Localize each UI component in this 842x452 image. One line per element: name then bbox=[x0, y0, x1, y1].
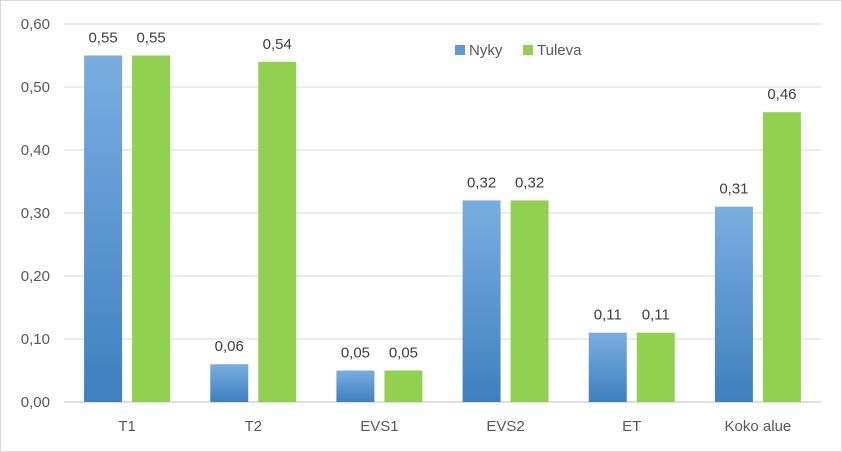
legend-swatch-tuleva bbox=[523, 45, 533, 55]
data-label: 0,31 bbox=[719, 181, 748, 198]
bars bbox=[84, 55, 801, 403]
bar-tuleva-et bbox=[636, 332, 675, 402]
x-axis: T1 T2 EVS1 EVS2 ET Koko alue bbox=[118, 418, 791, 435]
data-label: 0,05 bbox=[341, 345, 370, 362]
x-tick-label: EVS1 bbox=[360, 418, 398, 435]
x-tick-label: T1 bbox=[118, 418, 136, 435]
bar-nyky-koko-alue bbox=[714, 206, 753, 402]
data-label: 0,11 bbox=[594, 307, 622, 324]
x-tick-label: Koko alue bbox=[725, 418, 792, 435]
y-tick-label: 0,40 bbox=[21, 142, 50, 159]
data-labels: 0,55 0,55 0,06 0,54 0,05 0,05 0,32 0,32 0,11 0,11… bbox=[88, 30, 796, 362]
y-tick-label: 0,10 bbox=[21, 331, 50, 348]
data-label: 0,05 bbox=[389, 345, 418, 362]
bar-nyky-t2 bbox=[210, 364, 249, 402]
data-label: 0,06 bbox=[215, 338, 244, 355]
y-axis: 0,00 0,10 0,20 0,30 0,40 0,50 0,60 bbox=[21, 16, 50, 411]
x-tick-label: EVS2 bbox=[486, 418, 524, 435]
bar-nyky-evs2 bbox=[462, 200, 501, 402]
legend-swatch-nyky bbox=[455, 45, 465, 55]
y-tick-label: 0,60 bbox=[21, 16, 50, 33]
bar-tuleva-evs2 bbox=[510, 200, 549, 402]
bar-tuleva-t1 bbox=[132, 55, 171, 402]
data-label: 0,55 bbox=[136, 30, 165, 47]
x-tick-label: ET bbox=[622, 418, 641, 435]
y-tick-label: 0,50 bbox=[21, 79, 50, 96]
bar-nyky-t1 bbox=[84, 55, 123, 402]
y-tick-label: 0,30 bbox=[21, 205, 50, 222]
y-tick-label: 0,20 bbox=[21, 268, 50, 285]
legend-label-nyky: Nyky bbox=[469, 42, 503, 59]
legend: Nyky Tuleva bbox=[455, 42, 582, 59]
data-label: 0,32 bbox=[467, 174, 496, 191]
legend-label-tuleva: Tuleva bbox=[537, 42, 582, 59]
data-label: 0,54 bbox=[263, 36, 292, 53]
bar-tuleva-t2 bbox=[258, 61, 297, 403]
data-label: 0,11 bbox=[642, 307, 670, 324]
data-label: 0,55 bbox=[88, 30, 117, 47]
y-tick-label: 0,00 bbox=[21, 394, 50, 411]
gridlines bbox=[64, 23, 821, 403]
bar-nyky-et bbox=[588, 332, 627, 402]
data-label: 0,32 bbox=[515, 174, 544, 191]
x-tick-label: T2 bbox=[244, 418, 262, 435]
bar-tuleva-koko-alue bbox=[762, 112, 801, 402]
bar-tuleva-evs1 bbox=[384, 370, 423, 402]
data-label: 0,46 bbox=[767, 86, 796, 103]
bar-nyky-evs1 bbox=[336, 370, 375, 402]
